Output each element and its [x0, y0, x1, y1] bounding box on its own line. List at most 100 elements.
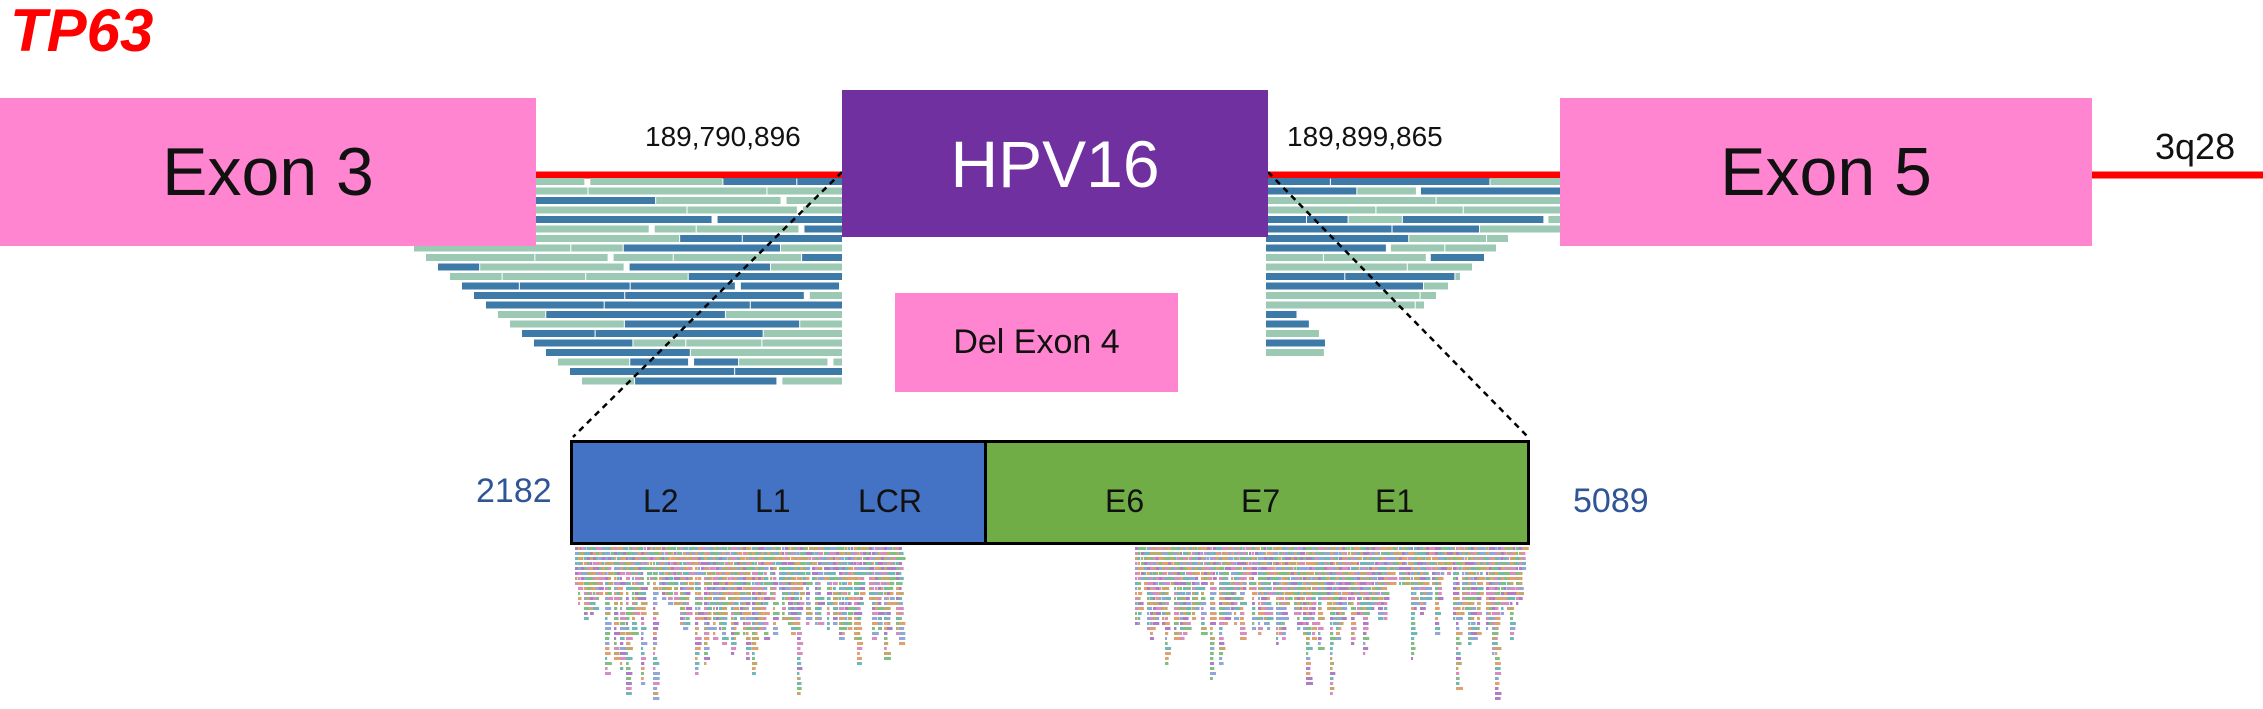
coverage-read — [1174, 617, 1180, 620]
coverage-read — [1492, 622, 1496, 625]
coverage-read — [1255, 547, 1259, 550]
coverage-read — [1195, 602, 1202, 605]
coverage-read — [782, 572, 786, 575]
coverage-read — [710, 607, 713, 610]
coverage-read — [695, 637, 702, 640]
coverage-read — [815, 552, 820, 555]
coverage-read — [722, 632, 726, 635]
coverage-read — [1453, 567, 1459, 570]
coverage-read — [1291, 587, 1295, 590]
coverage-read — [1300, 607, 1303, 610]
coverage-read — [1456, 627, 1460, 630]
coverage-read — [758, 572, 764, 575]
coverage-read — [632, 607, 635, 610]
coverage-read — [1414, 607, 1417, 610]
coverage-read — [635, 577, 638, 580]
coverage-read — [674, 552, 677, 555]
coverage-read — [764, 617, 767, 620]
coverage-read — [830, 547, 834, 550]
coverage-read — [1414, 602, 1421, 605]
coverage-read — [881, 562, 884, 565]
coverage-read — [1375, 577, 1378, 580]
sequencing-read — [742, 235, 842, 242]
coverage-read — [1357, 557, 1362, 560]
coverage-read — [608, 587, 612, 590]
coverage-read — [1495, 657, 1500, 660]
coverage-read — [617, 587, 621, 590]
sequencing-read — [654, 225, 696, 233]
coverage-read — [1180, 562, 1186, 565]
coverage-read — [1249, 547, 1252, 550]
coverage-read — [1201, 632, 1208, 635]
coverage-read — [1411, 577, 1414, 580]
coverage-read — [1135, 607, 1139, 610]
coverage-read — [1471, 577, 1474, 580]
coverage-read — [698, 597, 704, 600]
coverage-read — [1324, 562, 1328, 565]
coverage-read — [1369, 597, 1375, 600]
coverage-read — [1183, 557, 1189, 560]
sequencing-read — [1266, 282, 1424, 290]
coverage-read — [635, 562, 641, 565]
coverage-read — [662, 597, 667, 600]
coverage-read — [1321, 567, 1325, 570]
coverage-read — [1456, 667, 1459, 670]
sequencing-read — [804, 225, 842, 233]
coverage-read — [587, 602, 591, 605]
coverage-read — [1168, 557, 1174, 560]
coverage-read — [1360, 552, 1364, 555]
coverage-read — [1480, 577, 1486, 580]
coverage-read — [788, 577, 791, 580]
coverage-read — [1144, 582, 1150, 585]
coverage-read — [800, 552, 806, 555]
coverage-read — [773, 562, 776, 565]
coverage-read — [1291, 572, 1297, 575]
coverage-read — [641, 547, 644, 550]
coverage-read — [620, 662, 623, 665]
coverage-read — [842, 587, 846, 590]
coverage-read — [1357, 587, 1361, 590]
coverage-read — [713, 607, 716, 610]
coverage-read — [584, 587, 588, 590]
coverage-read — [1372, 562, 1375, 565]
coverage-read — [659, 572, 664, 575]
coverage-read — [1234, 607, 1240, 610]
coverage-read — [1285, 562, 1291, 565]
coverage-read — [1396, 567, 1401, 570]
coverage-read — [734, 582, 738, 585]
coverage-read — [1348, 552, 1351, 555]
coverage-read — [632, 592, 635, 595]
coverage-read — [812, 557, 816, 560]
coverage-read — [1357, 612, 1361, 615]
coverage-read — [1381, 612, 1384, 615]
coverage-read — [1411, 612, 1416, 615]
coverage-read — [1147, 607, 1152, 610]
coverage-read — [1489, 567, 1492, 570]
coverage-read — [644, 547, 647, 550]
sequencing-read — [630, 282, 735, 290]
coverage-read — [1468, 627, 1472, 630]
coverage-read — [746, 547, 751, 550]
coverage-read — [773, 582, 779, 585]
coverage-read — [1288, 592, 1293, 595]
coverage-read — [1489, 547, 1494, 550]
coverage-read — [887, 597, 890, 600]
coverage-read — [1375, 597, 1378, 600]
sequencing-read — [1420, 187, 1573, 195]
coverage-read — [1456, 632, 1463, 635]
coverage-read — [1153, 617, 1157, 620]
coverage-read — [1363, 577, 1369, 580]
gene-label-l2: L2 — [643, 483, 679, 519]
coverage-read — [689, 587, 694, 590]
coverage-read — [1372, 557, 1378, 560]
coverage-read — [797, 607, 804, 610]
coverage-read — [1156, 572, 1159, 575]
coverage-read — [1417, 577, 1421, 580]
coverage-read — [830, 582, 833, 585]
coverage-read — [1441, 572, 1445, 575]
coverage-read — [1210, 607, 1216, 610]
coverage-read — [725, 552, 731, 555]
coverage-read — [743, 592, 746, 595]
coverage-read — [1204, 552, 1210, 555]
coverage-read — [590, 572, 595, 575]
